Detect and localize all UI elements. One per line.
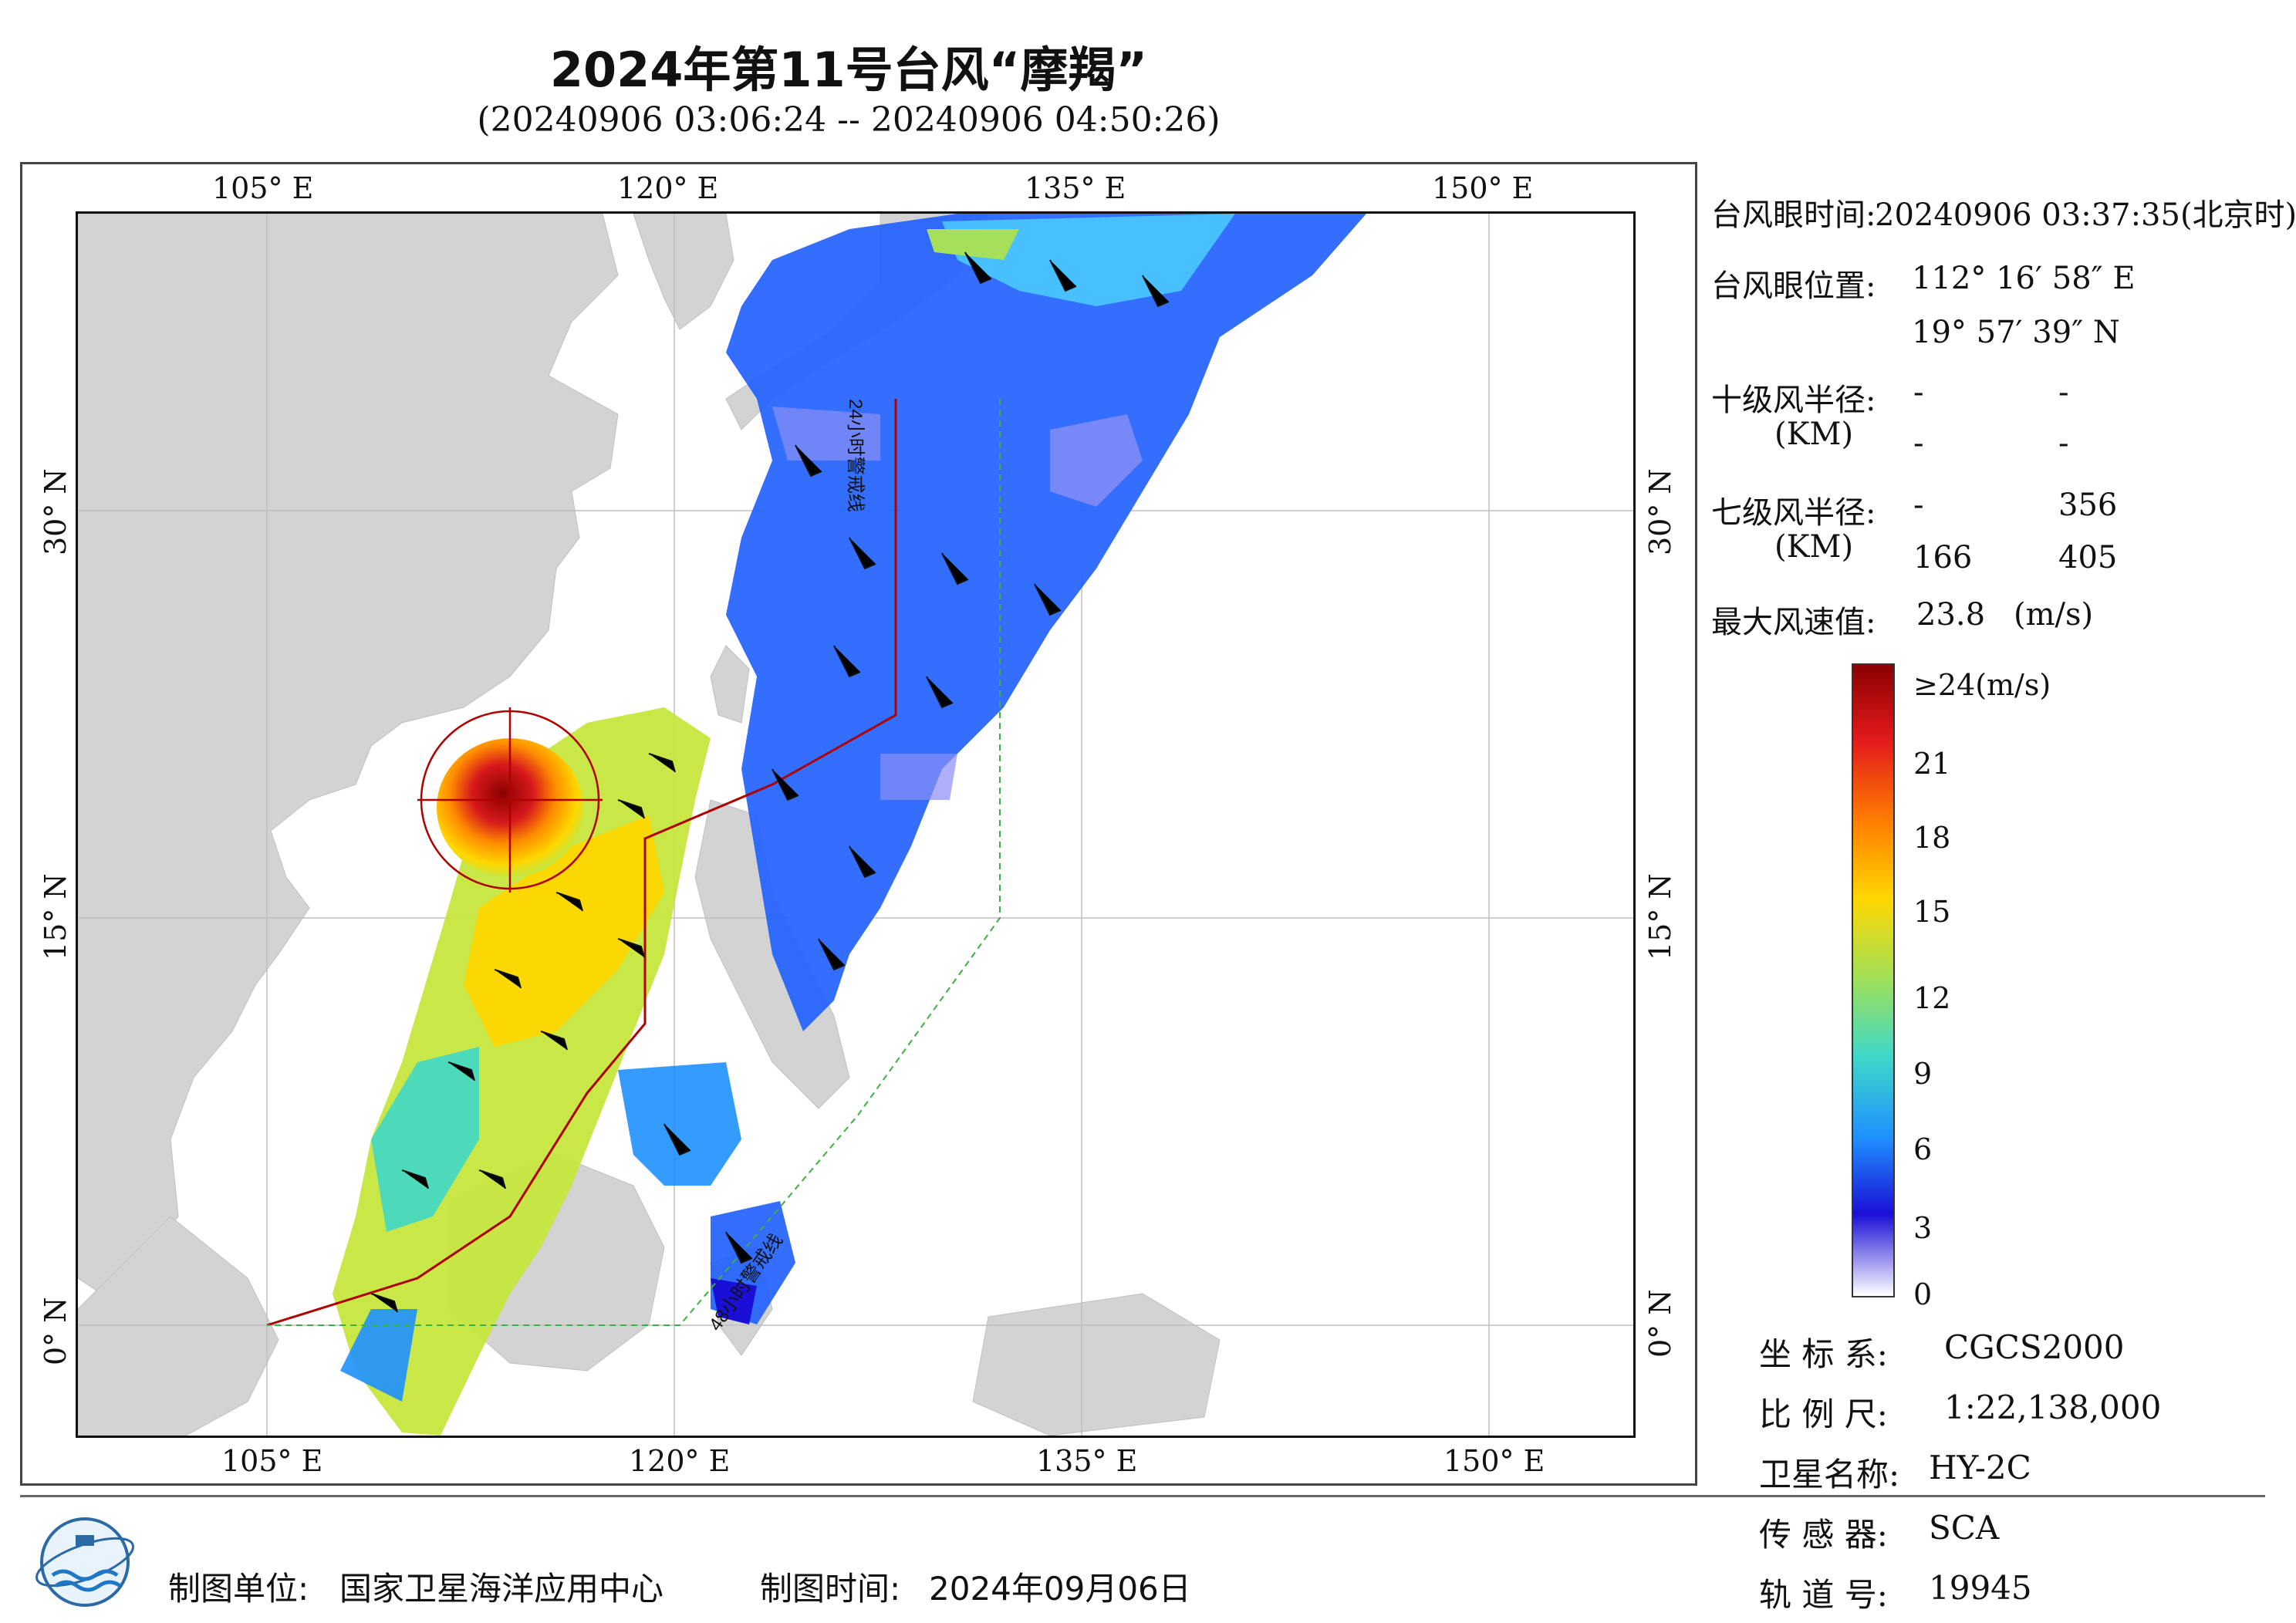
lat-label-left-0: 0° N bbox=[39, 1297, 73, 1365]
map-canvas: 24小时警戒线 48小时警戒线 bbox=[77, 213, 1633, 1436]
satellite-label: 卫星名称: bbox=[1759, 1456, 1900, 1493]
colorbar-label-12: 12 bbox=[1913, 981, 1951, 1015]
colorbar-label-18: 18 bbox=[1913, 821, 1951, 855]
colorbar-label-15: 15 bbox=[1913, 895, 1951, 929]
footer-divider bbox=[20, 1495, 2265, 1497]
lat-label-right-0: 0° N bbox=[1643, 1289, 1677, 1358]
wind-swaths bbox=[333, 214, 1366, 1436]
r10-value-4: - bbox=[2058, 426, 2069, 461]
wind-field-map[interactable]: 24小时警戒线 48小时警戒线 bbox=[76, 211, 1636, 1438]
r7-label: 七级风半径: bbox=[1711, 495, 1876, 531]
lon-label-bottom-150: 150° E bbox=[1443, 1444, 1545, 1478]
typhoon-eye-marker bbox=[417, 707, 603, 892]
lat-label-left-30: 30° N bbox=[39, 468, 73, 555]
r7-unit: (KM) bbox=[1774, 529, 1854, 565]
r10-value-2: - bbox=[2058, 375, 2069, 410]
asia-mainland bbox=[77, 213, 619, 1294]
new-guinea bbox=[972, 1293, 1221, 1436]
colorbar-label-0: 0 bbox=[1913, 1277, 1933, 1311]
eye-position-label: 台风眼位置: bbox=[1711, 268, 1876, 304]
south-swath bbox=[618, 1062, 741, 1186]
line-48h bbox=[267, 399, 1001, 1326]
r7-value-1: - bbox=[1913, 488, 1924, 523]
warning-lines bbox=[266, 399, 1001, 1327]
eye-time-value: 20240906 03:37:35(北京时) bbox=[1875, 197, 2296, 233]
colorbar-gradient bbox=[1853, 665, 1893, 1296]
orbit-value: 19945 bbox=[1929, 1569, 2032, 1607]
orbit-label: 轨 道 号: bbox=[1759, 1576, 1888, 1614]
scale-value: 1:22,138,000 bbox=[1944, 1388, 2162, 1426]
max-wind-label: 最大风速值: bbox=[1711, 605, 1876, 640]
r10-value-1: - bbox=[1913, 375, 1924, 410]
producer-label: 制图单位: bbox=[168, 1570, 309, 1608]
producer-value: 国家卫星海洋应用中心 bbox=[339, 1570, 664, 1608]
colorbar-max-label: ≥24(m/s) bbox=[1913, 668, 2051, 702]
lon-label-bottom-135: 135° E bbox=[1036, 1444, 1138, 1478]
wind-barbs bbox=[370, 251, 1170, 1313]
eye-longitude: 112° 16′ 58″ E bbox=[1912, 261, 2136, 296]
r10-value-3: - bbox=[1913, 426, 1924, 461]
sensor-value: SCA bbox=[1929, 1509, 2000, 1547]
r7-value-4: 405 bbox=[2058, 540, 2118, 575]
east-swath-lowwind bbox=[1050, 414, 1143, 507]
malay-sumatra bbox=[77, 1216, 279, 1436]
line-24h-label: 24小时警戒线 bbox=[845, 399, 866, 512]
taiwan bbox=[710, 645, 750, 724]
colorbar-label-3: 3 bbox=[1913, 1211, 1933, 1245]
lon-label-top-120: 120° E bbox=[617, 171, 719, 205]
r7-value-2: 356 bbox=[2058, 488, 2118, 523]
colorbar-label-9: 9 bbox=[1913, 1057, 1933, 1091]
crs-label: 坐 标 系: bbox=[1759, 1335, 1888, 1373]
r10-unit: (KM) bbox=[1774, 417, 1854, 452]
satellite-value: HY-2C bbox=[1929, 1449, 2031, 1486]
lat-label-right-15: 15° N bbox=[1643, 873, 1677, 960]
wind-speed-colorbar bbox=[1852, 663, 1895, 1297]
sensor-label: 传 感 器: bbox=[1759, 1516, 1888, 1554]
colorbar-label-21: 21 bbox=[1913, 747, 1951, 781]
korea-peninsula bbox=[633, 213, 734, 330]
lon-label-bottom-105: 105° E bbox=[221, 1444, 323, 1478]
crs-value: CGCS2000 bbox=[1944, 1328, 2125, 1366]
map-title: 2024年第11号台风“摩羯” bbox=[549, 42, 1148, 98]
lat-label-left-15: 15° N bbox=[39, 873, 73, 960]
scale-label: 比 例 尺: bbox=[1759, 1395, 1888, 1433]
eye-time-label: 台风眼时间: bbox=[1711, 197, 1876, 233]
lat-label-right-30: 30° N bbox=[1643, 468, 1677, 555]
time-range-subtitle: (20240906 03:06:24 -- 20240906 04:50:26) bbox=[477, 100, 1221, 140]
line-24h bbox=[266, 399, 897, 1327]
lon-label-top-105: 105° E bbox=[212, 171, 314, 205]
r10-label: 十级风半径: bbox=[1711, 383, 1876, 418]
lon-label-top-135: 135° E bbox=[1025, 171, 1126, 205]
lon-label-top-150: 150° E bbox=[1432, 171, 1534, 205]
max-wind-value: 23.8 bbox=[1916, 597, 1986, 633]
east-swath bbox=[726, 214, 1366, 1031]
colorbar-label-6: 6 bbox=[1913, 1132, 1933, 1166]
map-date-value: 2024年09月06日 bbox=[929, 1570, 1191, 1608]
max-wind-unit: (m/s) bbox=[2014, 597, 2094, 633]
eye-latitude: 19° 57′ 39″ N bbox=[1912, 315, 2120, 350]
r7-value-3: 166 bbox=[1913, 540, 1973, 575]
map-date-label: 制图时间: bbox=[760, 1570, 901, 1608]
lon-label-bottom-120: 120° E bbox=[629, 1444, 731, 1478]
nsoas-logo-icon bbox=[31, 1512, 139, 1612]
map-outer-frame bbox=[20, 162, 1697, 1486]
